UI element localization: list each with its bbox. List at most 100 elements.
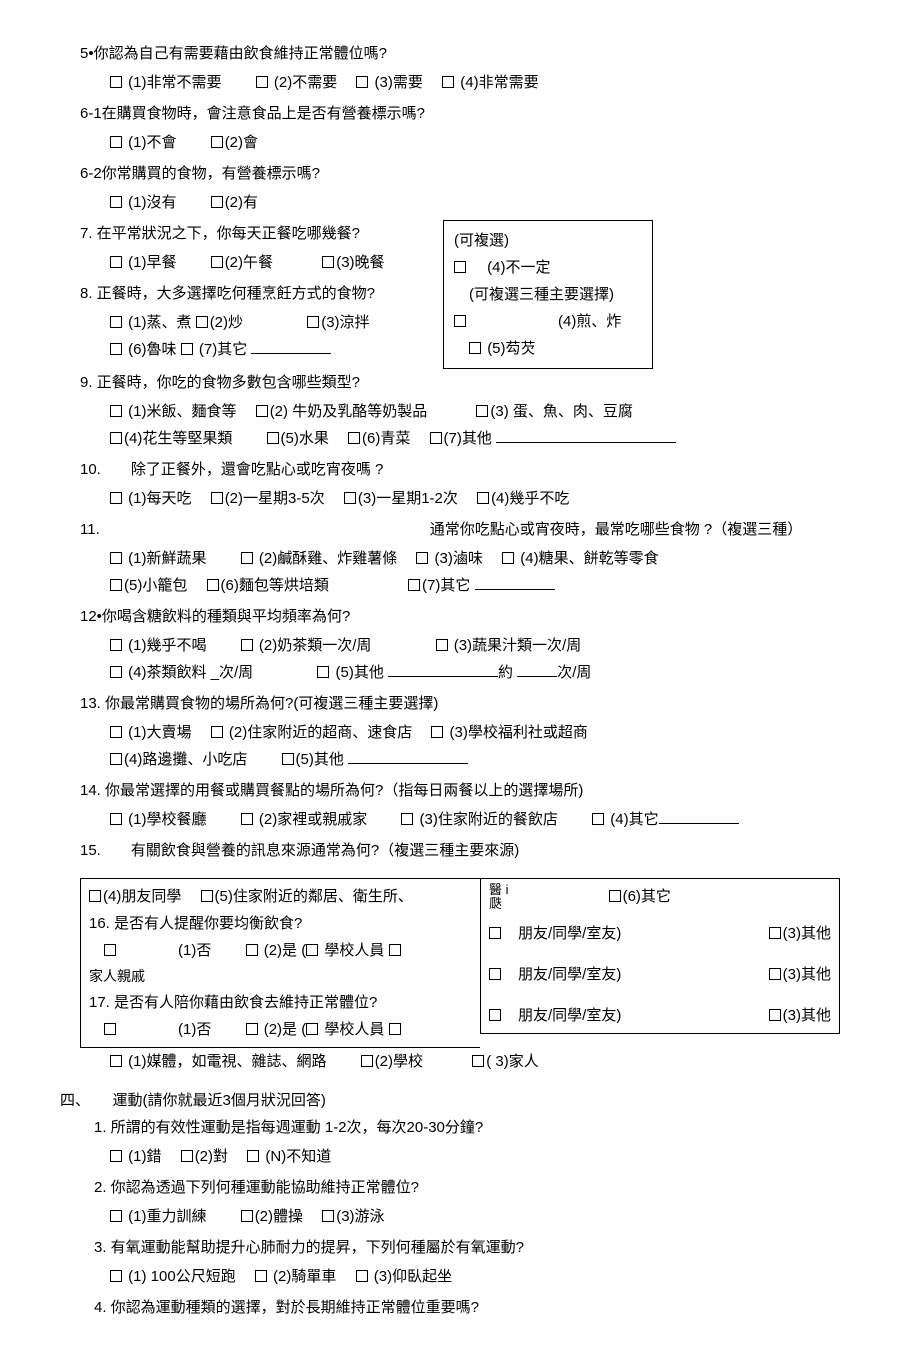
checkbox[interactable] — [477, 492, 489, 504]
question-6-1: 6-1在購買食物時，會注意食品上是否有營養標示嗎? — [80, 100, 840, 127]
checkbox[interactable] — [241, 552, 253, 564]
checkbox[interactable] — [110, 316, 122, 328]
checkbox[interactable] — [110, 753, 122, 765]
checkbox[interactable] — [110, 432, 122, 444]
checkbox[interactable] — [416, 552, 428, 564]
checkbox[interactable] — [489, 927, 501, 939]
checkbox[interactable] — [389, 1023, 401, 1035]
q9-options: (1)米飯、麵食等 (2) 牛奶及乳酪等奶製品 (3) 蛋、魚、肉、豆腐 (4)… — [80, 398, 840, 452]
checkbox[interactable] — [769, 1009, 781, 1021]
checkbox[interactable] — [110, 552, 122, 564]
q11-other-input[interactable] — [475, 589, 555, 590]
checkbox[interactable] — [592, 813, 604, 825]
checkbox[interactable] — [489, 968, 501, 980]
checkbox[interactable] — [344, 492, 356, 504]
checkbox[interactable] — [267, 432, 279, 444]
checkbox[interactable] — [196, 316, 208, 328]
checkbox[interactable] — [256, 76, 268, 88]
checkbox[interactable] — [436, 639, 448, 651]
checkbox[interactable] — [256, 405, 268, 417]
checkbox[interactable] — [207, 579, 219, 591]
checkbox[interactable] — [110, 726, 122, 738]
checkbox[interactable] — [609, 890, 621, 902]
checkbox[interactable] — [348, 432, 360, 444]
checkbox[interactable] — [241, 1210, 253, 1222]
checkbox[interactable] — [476, 405, 488, 417]
checkbox[interactable] — [389, 944, 401, 956]
checkbox[interactable] — [306, 944, 318, 956]
q15-media-row: (1)媒體，如電視、雜誌、網路 (2)學校 ( 3)家人 — [80, 1048, 840, 1075]
checkbox[interactable] — [110, 256, 122, 268]
checkbox[interactable] — [322, 256, 334, 268]
checkbox[interactable] — [246, 944, 258, 956]
checkbox[interactable] — [454, 315, 466, 327]
checkbox[interactable] — [110, 639, 122, 651]
checkbox[interactable] — [110, 136, 122, 148]
q12-times-input[interactable] — [517, 676, 557, 677]
checkbox[interactable] — [110, 1055, 122, 1067]
q7-q8-sidebox: (可複選) (4)不一定 (可複選三種主要選擇) (4)煎、炸 (5)芶芡 — [443, 220, 653, 369]
checkbox[interactable] — [356, 76, 368, 88]
q12-other-input[interactable] — [388, 676, 498, 677]
checkbox[interactable] — [317, 666, 329, 678]
checkbox[interactable] — [454, 261, 466, 273]
checkbox[interactable] — [211, 726, 223, 738]
checkbox[interactable] — [247, 1150, 259, 1162]
checkbox[interactable] — [408, 579, 420, 591]
checkbox[interactable] — [442, 76, 454, 88]
checkbox[interactable] — [181, 1150, 193, 1162]
checkbox[interactable] — [110, 666, 122, 678]
checkbox[interactable] — [769, 968, 781, 980]
checkbox[interactable] — [255, 1270, 267, 1282]
checkbox[interactable] — [307, 316, 319, 328]
checkbox[interactable] — [361, 1055, 373, 1067]
q14-other-input[interactable] — [659, 823, 739, 824]
q5-o4: (4)非常需要 — [460, 74, 538, 91]
checkbox[interactable] — [104, 944, 116, 956]
q5-text: 5•你認為自己有需要藉由飲食維持正常體位嗎? — [80, 45, 387, 62]
checkbox[interactable] — [110, 579, 122, 591]
checkbox[interactable] — [356, 1270, 368, 1282]
checkbox[interactable] — [110, 76, 122, 88]
checkbox[interactable] — [322, 1210, 334, 1222]
checkbox[interactable] — [282, 753, 294, 765]
checkbox[interactable] — [241, 639, 253, 651]
question-13: 13. 你最常購買食物的場所為何?(可複選三種主要選擇) — [80, 690, 840, 717]
checkbox[interactable] — [110, 196, 122, 208]
checkbox[interactable] — [89, 890, 101, 902]
checkbox[interactable] — [110, 1270, 122, 1282]
checkbox[interactable] — [241, 813, 253, 825]
section-4-title: 四、 運動(請你就最近3個月狀況回答) — [60, 1087, 840, 1114]
checkbox[interactable] — [246, 1023, 258, 1035]
checkbox[interactable] — [110, 1150, 122, 1162]
checkbox[interactable] — [110, 492, 122, 504]
q5-o3: (3)需要 — [375, 74, 423, 91]
q10-options: (1)每天吃 (2)一星期3-5次 (3)一星期1-2次 (4)幾乎不吃 — [80, 485, 840, 512]
checkbox[interactable] — [431, 726, 443, 738]
checkbox[interactable] — [306, 1023, 318, 1035]
checkbox[interactable] — [211, 136, 223, 148]
q8-other-input[interactable] — [251, 353, 331, 354]
checkbox[interactable] — [110, 813, 122, 825]
checkbox[interactable] — [489, 1009, 501, 1021]
checkbox[interactable] — [211, 256, 223, 268]
question-14: 14. 你最常選擇的用餐或購買餐點的場所為何?（指每日兩餐以上的選擇場所) — [80, 777, 840, 804]
q6-2-text: 6-2你常購買的食物，有營養標示嗎? — [80, 165, 320, 182]
q13-other-input[interactable] — [348, 763, 468, 764]
q12-options: (1)幾乎不喝 (2)奶茶類一次/周 (3)蔬果汁類一次/周 (4)茶類飲料 _… — [80, 632, 840, 686]
checkbox[interactable] — [211, 492, 223, 504]
checkbox[interactable] — [104, 1023, 116, 1035]
checkbox[interactable] — [502, 552, 514, 564]
checkbox[interactable] — [430, 432, 442, 444]
checkbox[interactable] — [472, 1055, 484, 1067]
checkbox[interactable] — [469, 342, 481, 354]
checkbox[interactable] — [211, 196, 223, 208]
q9-other-input[interactable] — [496, 442, 676, 443]
checkbox[interactable] — [110, 1210, 122, 1222]
checkbox[interactable] — [201, 890, 213, 902]
checkbox[interactable] — [769, 927, 781, 939]
checkbox[interactable] — [181, 343, 193, 355]
checkbox[interactable] — [110, 343, 122, 355]
checkbox[interactable] — [110, 405, 122, 417]
checkbox[interactable] — [401, 813, 413, 825]
